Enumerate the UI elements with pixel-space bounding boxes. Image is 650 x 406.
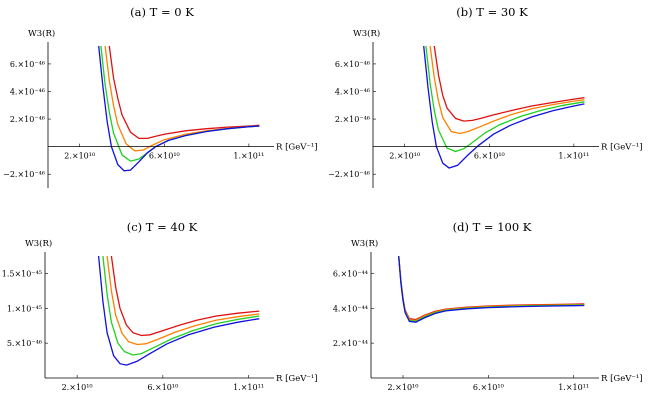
y-axis-label: W3(R) xyxy=(353,28,380,39)
y-tick-label: 6.×10⁻⁴⁴ xyxy=(333,269,368,278)
y-axis-label: W3(R) xyxy=(351,238,378,249)
y-axis-label: W3(R) xyxy=(25,238,52,249)
panel-title: (b) T = 30 K xyxy=(456,5,528,19)
panel-title: (c) T = 40 K xyxy=(127,220,198,234)
x-axis-label: R [GeV⁻¹] xyxy=(276,374,318,384)
x-tick-label: 1.×10¹¹ xyxy=(558,152,589,161)
panel-1: 2.×10¹⁰ 6.×10¹⁰ 1.×10¹¹ −2.×10⁻⁴⁶ 2.×10⁻⁴⁶ 4.… xyxy=(3,5,318,188)
panel-title: (a) T = 0 K xyxy=(130,5,194,19)
x-tick-label: 2.×10¹⁰ xyxy=(389,152,420,161)
panel-3: 2.×10¹⁰ 6.×10¹⁰ 1.×10¹¹ 5.×10⁻⁴⁶ 1.×10⁻⁴⁵ 1.5… xyxy=(2,220,318,392)
series-line-2 xyxy=(398,255,585,322)
panel-4: 2.×10¹⁰ 6.×10¹⁰ 1.×10¹¹ 2.×10⁻⁴⁴ 4.×10⁻⁴⁴ 6.×… xyxy=(333,220,643,392)
y-tick-label: 4.×10⁻⁴⁶ xyxy=(335,87,370,96)
series-line-4 xyxy=(97,255,260,366)
series-line-1 xyxy=(110,255,260,337)
series-line-3 xyxy=(100,45,260,162)
series-line-4 xyxy=(98,45,260,172)
y-tick-label: 1.5×10⁻⁴⁵ xyxy=(2,269,42,278)
series-line-2 xyxy=(104,45,260,152)
x-tick-label: 6.×10¹⁰ xyxy=(149,152,180,161)
x-tick-label: 6.×10¹⁰ xyxy=(473,383,504,392)
series-line-2 xyxy=(106,255,260,346)
x-tick-label: 1.×10¹¹ xyxy=(233,152,264,161)
y-tick-label: −2.×10⁻⁴⁶ xyxy=(3,170,45,179)
x-axis-label: R [GeV⁻¹] xyxy=(601,143,643,153)
y-tick-label: 1.×10⁻⁴⁵ xyxy=(7,304,42,313)
series-line-3 xyxy=(398,255,585,323)
x-axis-label: R [GeV⁻¹] xyxy=(276,143,318,153)
y-tick-label: 6.×10⁻⁴⁶ xyxy=(335,60,370,69)
y-tick-label: 5.×10⁻⁴⁶ xyxy=(7,339,42,348)
y-tick-label: 6.×10⁻⁴⁶ xyxy=(10,60,45,69)
series-line-1 xyxy=(398,255,585,321)
y-tick-label: 4.×10⁻⁴⁶ xyxy=(10,87,45,96)
x-tick-label: 6.×10¹⁰ xyxy=(474,152,505,161)
series-line-4 xyxy=(398,255,585,323)
y-tick-label: 4.×10⁻⁴⁴ xyxy=(333,304,368,313)
y-tick-label: −2.×10⁻⁴⁶ xyxy=(328,170,370,179)
y-tick-label: 2.×10⁻⁴⁶ xyxy=(335,115,370,124)
x-tick-label: 1.×10¹¹ xyxy=(233,383,264,392)
series-line-1 xyxy=(433,45,585,122)
panel-2: 2.×10¹⁰ 6.×10¹⁰ 1.×10¹¹ −2.×10⁻⁴⁶ 2.×10⁻⁴⁶ 4.… xyxy=(328,5,643,188)
series-line-2 xyxy=(429,45,585,135)
series-line-1 xyxy=(108,45,260,140)
series-line-3 xyxy=(425,45,585,153)
x-axis-label: R [GeV⁻¹] xyxy=(601,374,643,384)
x-tick-label: 1.×10¹¹ xyxy=(558,383,589,392)
x-tick-label: 6.×10¹⁰ xyxy=(147,383,178,392)
y-tick-label: 2.×10⁻⁴⁴ xyxy=(333,339,368,348)
series-line-3 xyxy=(102,255,260,356)
panel-title: (d) T = 100 K xyxy=(453,220,532,234)
series-line-4 xyxy=(423,45,585,169)
x-tick-label: 2.×10¹⁰ xyxy=(64,152,95,161)
x-tick-label: 2.×10¹⁰ xyxy=(388,383,419,392)
x-tick-label: 2.×10¹⁰ xyxy=(62,383,93,392)
y-axis-label: W3(R) xyxy=(28,28,55,39)
y-tick-label: 2.×10⁻⁴⁶ xyxy=(10,115,45,124)
